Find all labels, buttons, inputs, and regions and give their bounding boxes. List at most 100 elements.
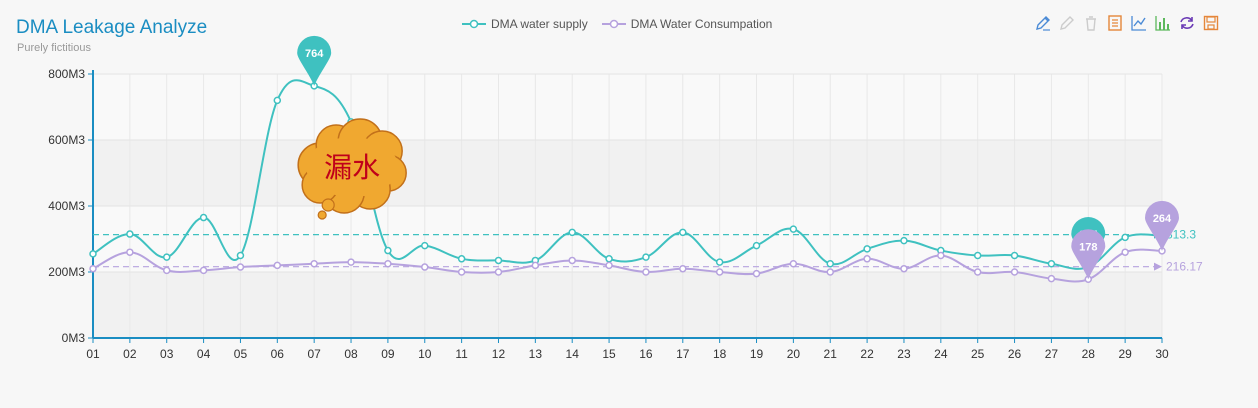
data-point <box>937 251 945 260</box>
legend-line-icon <box>601 19 626 29</box>
line-chart-icon[interactable] <box>1130 14 1148 32</box>
data-point <box>384 260 392 268</box>
balloon-text: 漏水 <box>324 151 380 184</box>
data-point <box>568 256 576 265</box>
x-tick-label: 26 <box>1008 347 1022 361</box>
data-point <box>752 269 761 278</box>
data-point <box>1010 251 1019 260</box>
data-point <box>715 258 724 266</box>
x-tick-label: 17 <box>676 347 690 361</box>
x-tick-label: 12 <box>492 347 506 361</box>
mark-pen-icon[interactable] <box>1034 14 1052 32</box>
data-point <box>679 228 687 237</box>
data-view-icon[interactable] <box>1106 14 1124 32</box>
balloon-tail-bubble <box>321 198 335 212</box>
grid-band <box>93 74 1162 140</box>
y-tick-label: 200M3 <box>48 265 85 279</box>
data-point <box>826 268 834 276</box>
x-tick-label: 01 <box>86 347 100 361</box>
save-image-icon[interactable] <box>1202 14 1220 32</box>
data-point <box>273 96 282 105</box>
pin-shape <box>1145 200 1179 251</box>
data-point <box>1121 233 1129 242</box>
data-point <box>421 241 429 250</box>
data-point <box>384 246 392 255</box>
x-tick-label: 08 <box>344 347 358 361</box>
data-point <box>789 225 798 233</box>
chart-title: DMA Leakage Analyze <box>16 17 208 38</box>
data-point <box>89 264 97 273</box>
data-point <box>531 261 540 270</box>
x-tick-label: 21 <box>824 347 838 361</box>
y-tick-label: 0M3 <box>62 331 86 345</box>
x-tick-label: 06 <box>271 347 285 361</box>
data-point <box>162 266 171 275</box>
data-point <box>347 258 355 266</box>
x-tick-label: 16 <box>639 347 653 361</box>
bar-chart-icon[interactable] <box>1154 14 1172 32</box>
y-tick-label: 800M3 <box>48 67 85 81</box>
x-tick-label: 10 <box>418 347 432 361</box>
chart-subtitle: Purely fictitious <box>17 42 91 54</box>
mark-point-pin: 264 <box>1145 200 1179 251</box>
legend: DMA water supply DMA Water Consumpation <box>462 17 772 31</box>
x-tick-label: 04 <box>197 347 211 361</box>
legend-item-water-supply[interactable]: DMA water supply <box>462 17 588 31</box>
x-tick-label: 07 <box>307 347 321 361</box>
data-point <box>199 213 208 222</box>
toolbox <box>1034 14 1220 32</box>
data-point <box>973 251 982 260</box>
data-point <box>421 263 429 271</box>
pin-label: 178 <box>1079 241 1097 253</box>
data-point <box>679 264 687 273</box>
data-point <box>457 255 466 263</box>
x-tick-label: 29 <box>1118 347 1132 361</box>
mark-point-pin: 178 <box>1071 229 1106 280</box>
mark-clear-icon[interactable] <box>1082 14 1100 32</box>
average-line-label: 313.3 <box>1166 228 1196 242</box>
data-point <box>752 241 761 250</box>
data-point <box>973 268 982 276</box>
data-point <box>199 266 208 275</box>
data-point <box>568 228 576 237</box>
grid-band <box>93 272 1162 338</box>
data-point <box>826 260 834 268</box>
x-tick-label: 13 <box>529 347 543 361</box>
data-point <box>273 261 282 270</box>
y-tick-label: 400M3 <box>48 199 85 213</box>
x-tick-label: 15 <box>602 347 616 361</box>
x-tick-label: 24 <box>934 347 948 361</box>
pin-label: 264 <box>1153 213 1172 225</box>
mark-undo-icon[interactable] <box>1058 14 1076 32</box>
x-tick-label: 18 <box>713 347 727 361</box>
data-point <box>642 268 650 276</box>
data-point <box>642 253 650 261</box>
data-point <box>789 260 798 268</box>
x-tick-label: 25 <box>971 347 985 361</box>
x-tick-label: 14 <box>566 347 580 361</box>
data-point <box>900 264 908 273</box>
pin-shape <box>297 35 332 86</box>
data-point <box>863 255 871 263</box>
restore-icon[interactable] <box>1178 14 1196 32</box>
data-point <box>126 248 134 256</box>
x-tick-label: 03 <box>160 347 174 361</box>
y-tick-label: 600M3 <box>48 133 85 147</box>
legend-item-water-consumption[interactable]: DMA Water Consumpation <box>601 17 772 31</box>
data-point <box>236 263 245 271</box>
data-point <box>126 230 134 238</box>
legend-label: DMA water supply <box>491 17 588 31</box>
data-point <box>457 268 466 276</box>
x-tick-label: 28 <box>1082 347 1096 361</box>
x-tick-label: 30 <box>1155 347 1169 361</box>
data-point <box>900 236 908 245</box>
data-point <box>162 253 171 261</box>
pin-shape <box>1071 229 1106 280</box>
mark-point-pin: 764 <box>297 35 332 86</box>
data-point <box>1010 268 1019 276</box>
data-point <box>236 251 245 260</box>
x-tick-label: 19 <box>750 347 764 361</box>
x-tick-label: 20 <box>787 347 801 361</box>
data-point <box>494 268 503 276</box>
